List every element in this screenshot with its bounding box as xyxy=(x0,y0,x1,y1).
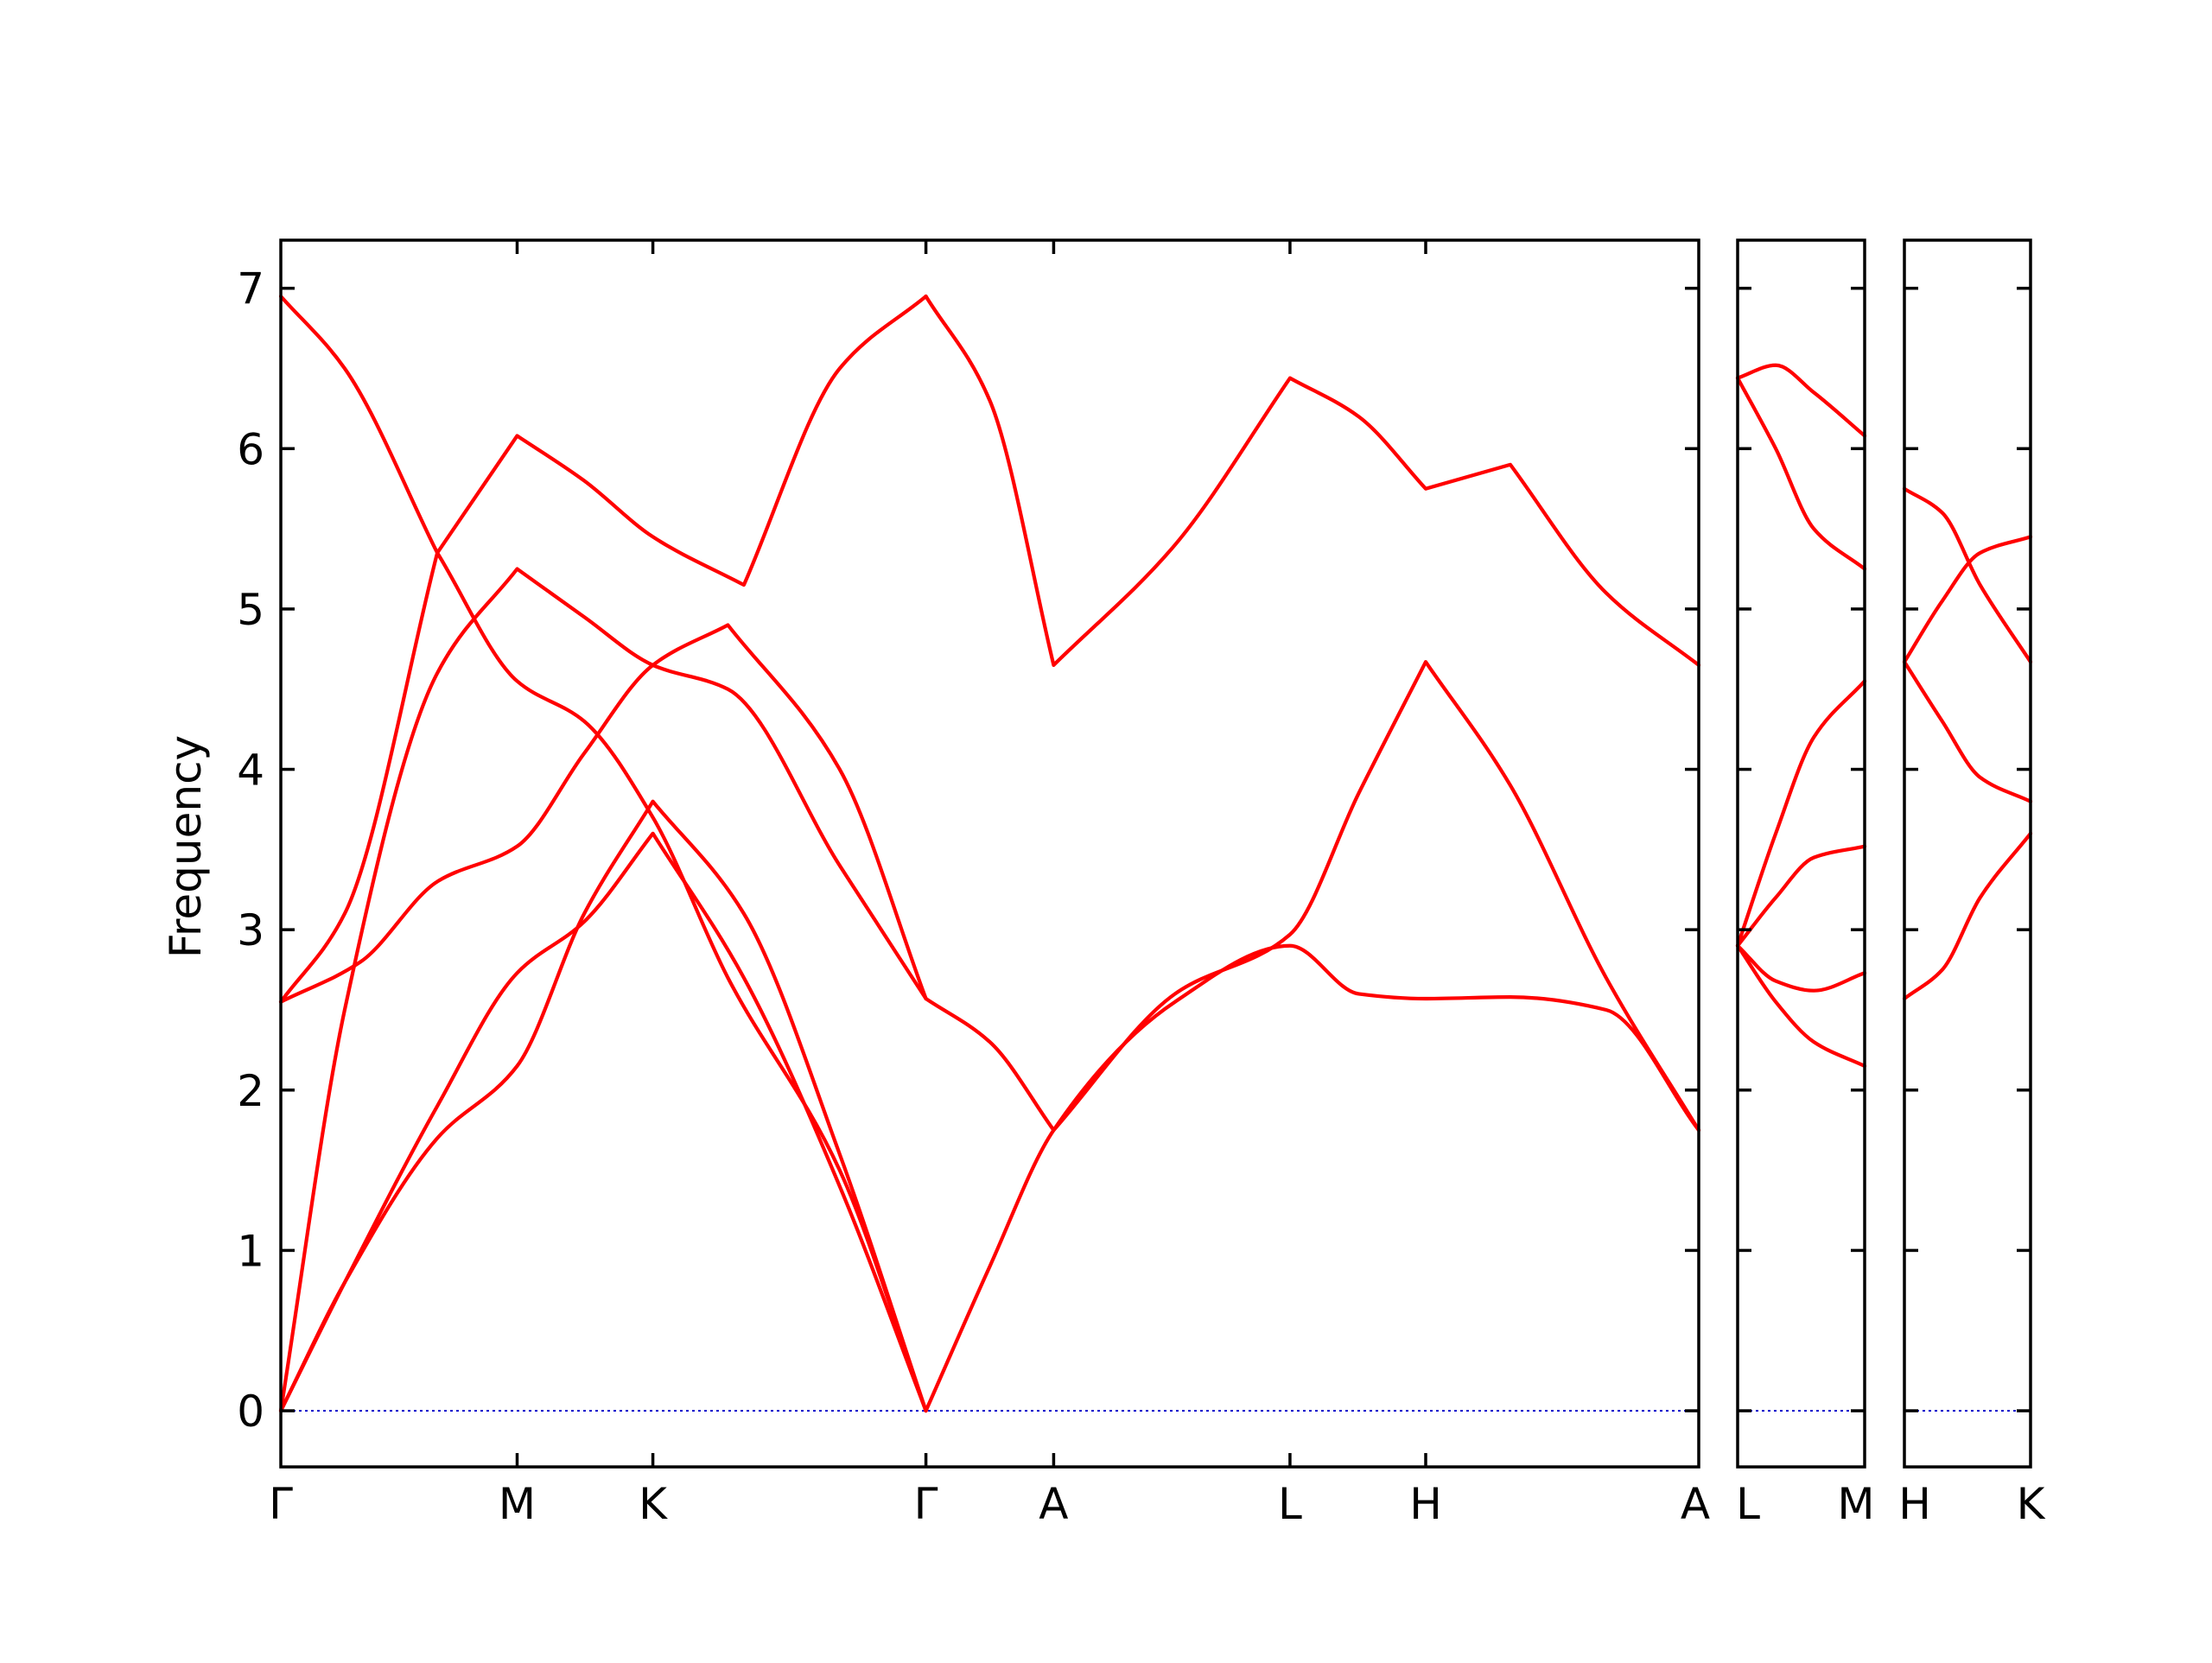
band-p1-3 xyxy=(278,623,928,1004)
x-tick-label: K xyxy=(639,1479,668,1529)
x-tick-label: M xyxy=(1837,1479,1874,1529)
y-tick-label: 3 xyxy=(237,905,264,955)
y-tick-label: 5 xyxy=(237,585,264,635)
band-p2-4 xyxy=(1735,679,1867,948)
band-p3-2 xyxy=(1902,660,2033,803)
band-p2-5 xyxy=(1735,376,1867,571)
x-tick-label: H xyxy=(1898,1479,1931,1529)
band-p1-4 xyxy=(278,550,928,1413)
band-p2-3 xyxy=(1735,844,1867,948)
band-p1-1 xyxy=(278,799,928,1413)
x-tick-label: M xyxy=(499,1479,536,1529)
panel-frame-p1 xyxy=(279,238,1700,1469)
panel-frame-p3 xyxy=(1903,238,2032,1469)
x-tick-label: H xyxy=(1409,1479,1442,1529)
band-p1-7 xyxy=(924,660,1701,1133)
x-tick-label: L xyxy=(1278,1479,1302,1529)
x-tick-label: A xyxy=(1039,1479,1068,1529)
panel-frame-p2 xyxy=(1736,238,1866,1469)
band-p1-6 xyxy=(278,294,928,587)
y-tick-label: 7 xyxy=(237,264,264,314)
band-p3-1 xyxy=(1902,831,2033,1001)
y-axis-label: Frequency xyxy=(161,735,211,958)
x-tick-label: Γ xyxy=(914,1479,938,1529)
band-p1-9 xyxy=(924,294,1701,667)
band-p1-2 xyxy=(278,831,928,1413)
x-tick-label: L xyxy=(1736,1479,1760,1529)
x-tick-label: K xyxy=(2017,1479,2046,1529)
band-p1-8 xyxy=(924,943,1701,1413)
band-p1-5 xyxy=(278,567,928,1413)
y-tick-label: 2 xyxy=(237,1066,264,1116)
x-tick-label: A xyxy=(1681,1479,1710,1529)
y-tick-label: 6 xyxy=(237,424,264,474)
y-tick-label: 4 xyxy=(237,746,264,796)
band-p3-3 xyxy=(1902,535,2033,664)
band-p2-1 xyxy=(1735,943,1867,1069)
x-tick-label: Γ xyxy=(269,1479,293,1529)
y-tick-label: 1 xyxy=(237,1226,264,1276)
band-p2-6 xyxy=(1735,363,1867,438)
band-p3-4 xyxy=(1902,486,2033,664)
band-p2-2 xyxy=(1735,943,1867,993)
y-tick-label: 0 xyxy=(237,1387,264,1437)
